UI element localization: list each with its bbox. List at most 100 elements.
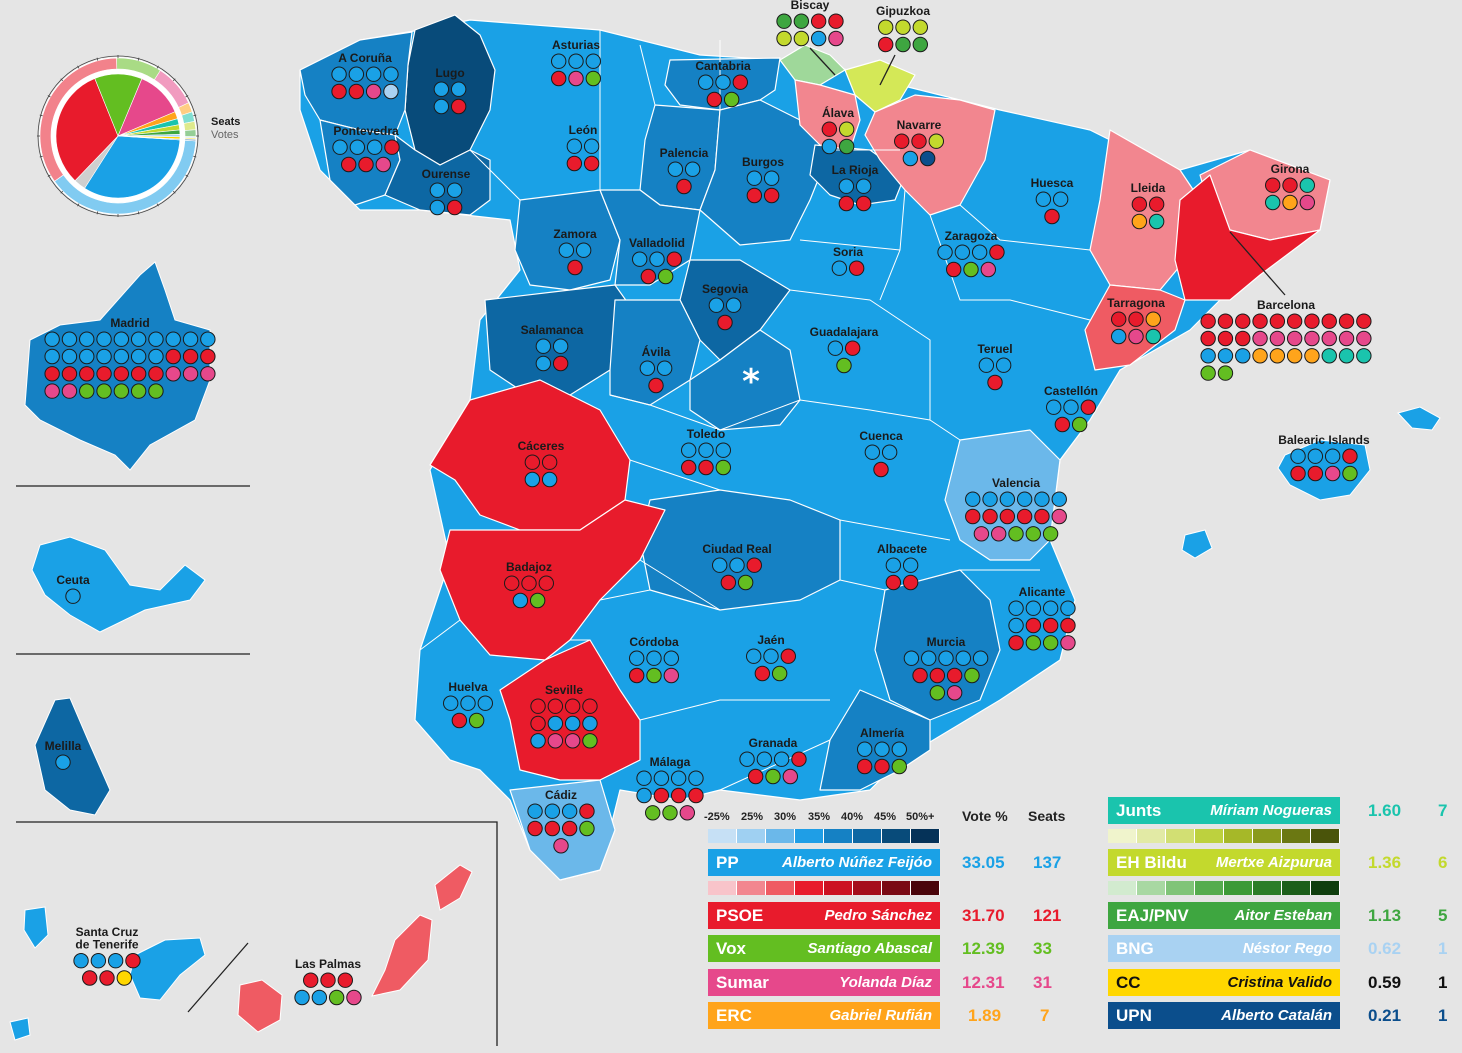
ceuta-inset — [31, 536, 206, 633]
seat-circle — [182, 366, 199, 382]
seat-circle — [44, 366, 60, 382]
seat-circle — [1282, 194, 1298, 211]
seat-circle — [504, 575, 520, 591]
seat-circle — [649, 251, 665, 267]
seat-circle — [294, 989, 310, 1006]
seat-circle — [1034, 491, 1050, 507]
seat-circle — [61, 366, 78, 382]
seat-circle — [527, 820, 543, 837]
seat-circle — [1235, 348, 1251, 364]
seat-circle — [1265, 194, 1281, 211]
province-name: Valladolid — [629, 236, 685, 250]
seat-circle — [810, 30, 827, 47]
region-fill — [23, 906, 49, 949]
province-name: Huesca — [1031, 176, 1074, 190]
party-leader: Pedro Sánchez — [824, 907, 932, 924]
seat-circle — [667, 161, 684, 177]
seat-circle — [366, 139, 383, 155]
seat-circle — [1042, 600, 1059, 616]
seat-circle — [657, 268, 674, 285]
seat-circle — [821, 138, 838, 155]
province-name: Seville — [545, 683, 583, 697]
seat-circle — [763, 187, 780, 204]
seat-circle — [165, 331, 181, 347]
scale-label: 45% — [874, 811, 897, 823]
seat-circle — [96, 348, 112, 365]
party-vote-pct: 0.21 — [1368, 1006, 1402, 1025]
seat-circle — [662, 805, 678, 821]
party-abbr: Sumar — [716, 972, 769, 992]
seat-circle — [113, 331, 130, 347]
seat-circle — [113, 348, 130, 365]
scale-swatch — [853, 829, 882, 843]
seat-circle — [763, 648, 779, 664]
province-girona: Girona — [1265, 162, 1316, 211]
province-name: Murcia — [927, 635, 966, 649]
seat-circle — [874, 758, 890, 775]
province-granada: Granada — [739, 736, 807, 785]
seat-circle — [739, 751, 755, 767]
region-fill — [129, 937, 206, 1001]
seat-circle — [646, 650, 662, 666]
seat-circle — [1286, 313, 1303, 329]
seat-circle — [568, 53, 584, 69]
seat-circle — [450, 98, 467, 115]
seat-circle — [1016, 508, 1033, 525]
seat-circle — [553, 838, 569, 854]
scale-swatch — [795, 829, 824, 843]
party-abbr: CC — [1116, 972, 1141, 992]
province-barcelona: Barcelona — [1200, 298, 1372, 381]
seat-circle — [698, 442, 714, 458]
scale-label: 50%+ — [906, 811, 935, 823]
seat-circle — [972, 650, 989, 666]
seat-circle — [653, 770, 670, 786]
seat-circle — [552, 338, 569, 354]
seat-circle — [1071, 416, 1088, 433]
pie-tick — [185, 174, 189, 177]
seat-circle — [1252, 348, 1268, 364]
seat-circle — [544, 803, 561, 819]
seat-circle — [639, 360, 656, 376]
seat-circle — [79, 366, 95, 382]
seat-circle — [676, 178, 692, 195]
province-asturias: Asturias — [551, 38, 601, 87]
province-cáceres: Cáceres — [518, 439, 565, 488]
scale-label: 25% — [741, 811, 764, 823]
seat-circle — [96, 366, 112, 382]
seat-circle — [547, 698, 564, 714]
province-name: de Tenerife — [75, 938, 138, 952]
seat-circle — [646, 667, 662, 684]
seat-circle — [433, 81, 450, 97]
party-vote-pct: 1.60 — [1368, 801, 1402, 820]
province-name: Asturias — [552, 38, 600, 52]
province-melilla: Melilla — [45, 739, 82, 770]
seat-circle — [1025, 526, 1042, 542]
seat-circle — [1307, 465, 1324, 482]
seat-circle — [433, 98, 450, 115]
seat-circle — [1145, 311, 1162, 327]
seat-circle — [44, 383, 60, 399]
seat-circle — [1034, 508, 1050, 525]
pie-tick — [172, 78, 176, 82]
seat-circle — [44, 348, 60, 365]
province-name: Burgos — [742, 155, 784, 169]
region-fill — [384, 134, 491, 216]
seat-circle — [125, 953, 141, 969]
seat-circle — [715, 74, 731, 90]
scale-swatch — [882, 829, 911, 843]
seat-circle — [629, 650, 645, 666]
seat-circle — [793, 30, 810, 47]
seat-circle — [96, 331, 112, 347]
seat-circle — [663, 650, 679, 666]
province-name: Zamora — [553, 227, 597, 241]
scale-swatch — [1224, 881, 1253, 895]
seat-circle — [732, 74, 748, 90]
pp-scale-bar — [708, 829, 940, 843]
seat-circle — [547, 733, 564, 749]
seat-circle — [763, 170, 780, 186]
seat-circle — [1338, 313, 1355, 329]
party-row-vox: Vox Santiago Abascal — [708, 935, 940, 962]
province-name: Cuenca — [859, 429, 903, 443]
seat-circle — [946, 667, 963, 684]
province-name: Salamanca — [521, 323, 584, 337]
